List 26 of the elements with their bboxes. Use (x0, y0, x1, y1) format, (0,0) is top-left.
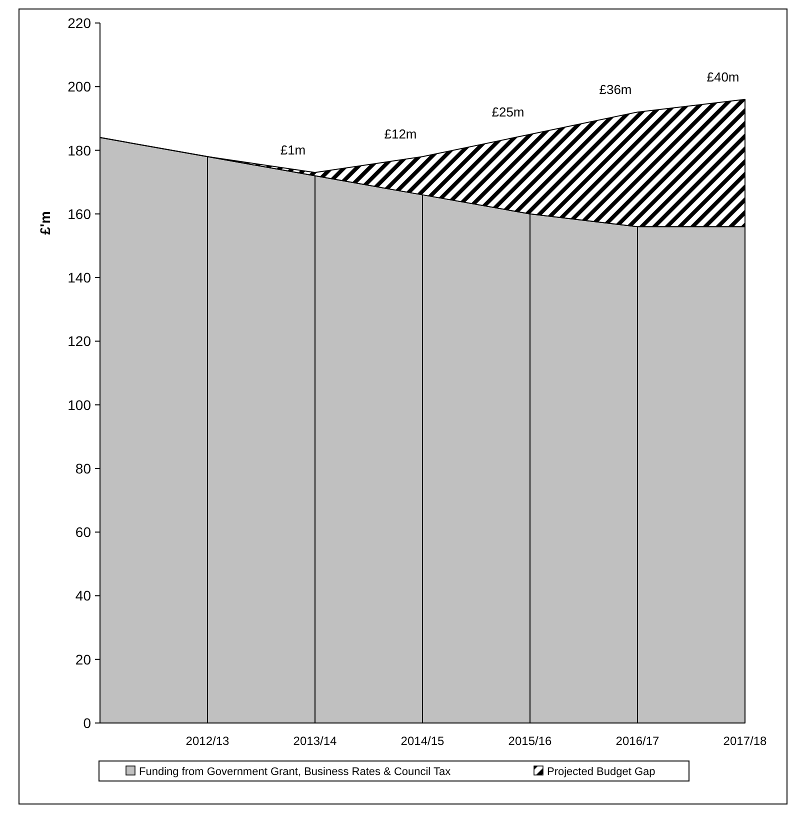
x-tick-label: 2013/14 (293, 734, 338, 748)
y-tick-label: 160 (68, 206, 92, 222)
data-label: £40m (706, 69, 740, 84)
y-tick-label: 220 (68, 15, 92, 31)
y-axis-title: £'m (37, 211, 53, 235)
x-tick-label: 2014/15 (400, 734, 445, 748)
x-tick-label: 2012/13 (186, 734, 230, 748)
y-tick-label: 100 (68, 396, 92, 413)
y-tick-label: 40 (75, 588, 92, 604)
y-tick-label: 80 (75, 460, 92, 476)
data-label: £1m (280, 142, 306, 158)
y-tick-label: 20 (75, 651, 92, 668)
data-label: £12m (384, 126, 417, 142)
x-tick-label: 2017/18 (723, 734, 768, 748)
y-tick-label: 60 (75, 524, 92, 540)
y-tick-label: 200 (68, 78, 92, 95)
x-tick-label: 2015/16 (508, 734, 552, 748)
y-tick-label: 140 (68, 270, 92, 286)
y-tick-label: 180 (68, 142, 92, 158)
data-label: £25m (492, 104, 524, 120)
legend-label: Funding from Government Grant, Business Rates & Council Tax (139, 766, 452, 778)
legend-label: Projected Budget Gap (547, 766, 656, 778)
y-tick-label: 120 (68, 333, 92, 350)
y-tick-label: 0 (83, 715, 92, 731)
data-label: £36m (599, 82, 632, 98)
x-tick-label: 2016/17 (616, 734, 660, 748)
